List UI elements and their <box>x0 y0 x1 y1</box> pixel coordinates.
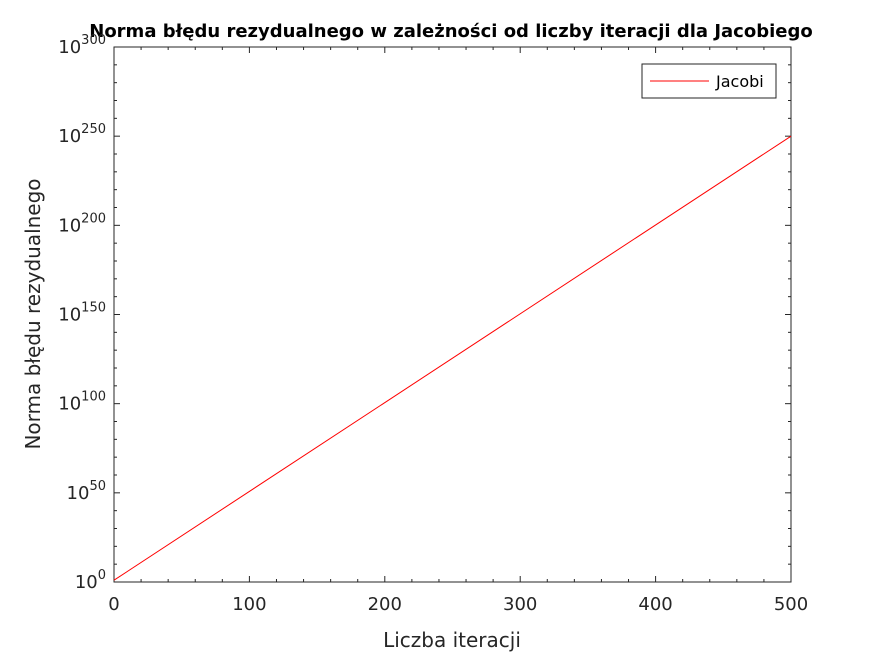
series-line-jacobi <box>113 135 792 581</box>
y-tick-label: 10100 <box>58 390 106 415</box>
series-layer <box>113 135 792 581</box>
y-tick-label: 10150 <box>58 301 106 326</box>
x-tick-label: 300 <box>503 594 537 615</box>
y-tick-exponent: 50 <box>89 479 106 494</box>
y-tick-label: 100 <box>75 568 106 593</box>
x-axis-label: Liczba iteracji <box>383 628 521 652</box>
y-axis-label: Norma błędu rezydualnego <box>21 178 45 449</box>
y-tick-label: 10250 <box>58 122 106 147</box>
chart-title: Norma błędu rezydualnego w zależności od… <box>89 21 812 42</box>
legend-label-jacobi: Jacobi <box>715 72 764 91</box>
plot-area <box>113 46 792 583</box>
x-tick-label: 200 <box>368 594 402 615</box>
y-tick-exponent: 300 <box>81 33 106 48</box>
minor-ticks <box>114 47 791 582</box>
y-tick-base: 10 <box>58 126 81 147</box>
y-tick-exponent: 150 <box>81 301 106 316</box>
x-tick-label: 500 <box>774 594 808 615</box>
y-tick-base: 10 <box>58 394 81 415</box>
y-tick-base: 10 <box>67 483 90 504</box>
y-tick-base: 10 <box>75 572 98 593</box>
y-tick-exponent: 100 <box>81 390 106 405</box>
y-tick-label: 10200 <box>58 211 106 236</box>
y-tick-exponent: 200 <box>81 211 106 226</box>
x-tick-label: 100 <box>232 594 266 615</box>
legend: Jacobi <box>641 63 777 99</box>
x-tick-label: 400 <box>638 594 672 615</box>
y-tick-exponent: 0 <box>98 568 106 583</box>
y-tick-label: 1050 <box>67 479 106 504</box>
y-tick-label: 10300 <box>58 33 106 58</box>
x-axis-ticks: 0 100 200 300 400 500 <box>108 47 808 615</box>
x-tick-label: 0 <box>108 594 119 615</box>
y-tick-base: 10 <box>58 37 81 58</box>
y-tick-base: 10 <box>58 215 81 236</box>
y-tick-exponent: 250 <box>81 122 106 137</box>
y-tick-base: 10 <box>58 305 81 326</box>
